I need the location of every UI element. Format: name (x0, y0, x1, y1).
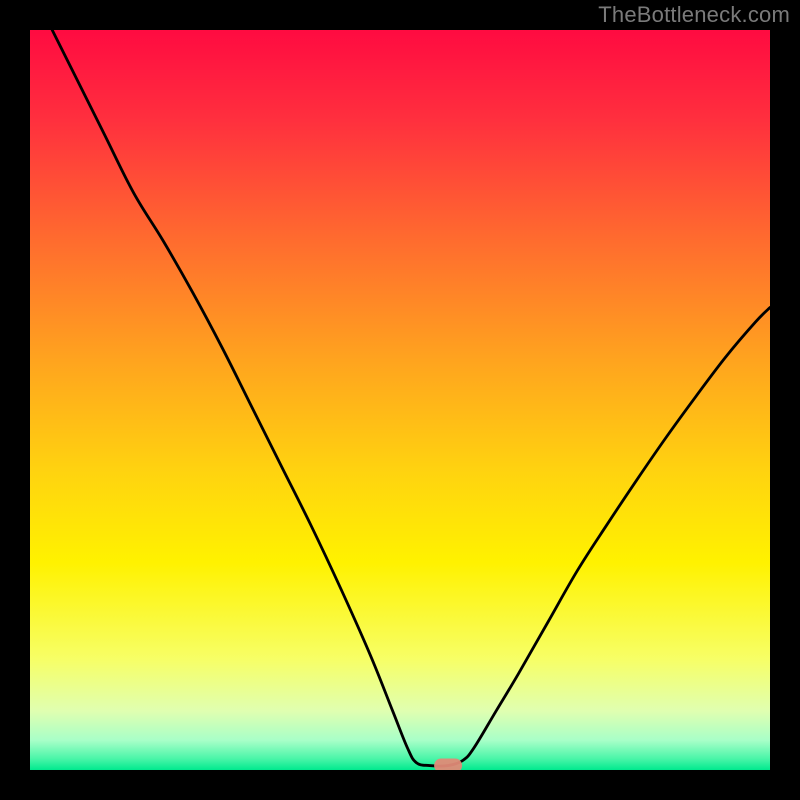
optimal-marker (434, 759, 462, 770)
chart-frame: TheBottleneck.com (0, 0, 800, 800)
plot-area (30, 30, 770, 770)
watermark-label: TheBottleneck.com (598, 2, 790, 28)
gradient-background (30, 30, 770, 770)
